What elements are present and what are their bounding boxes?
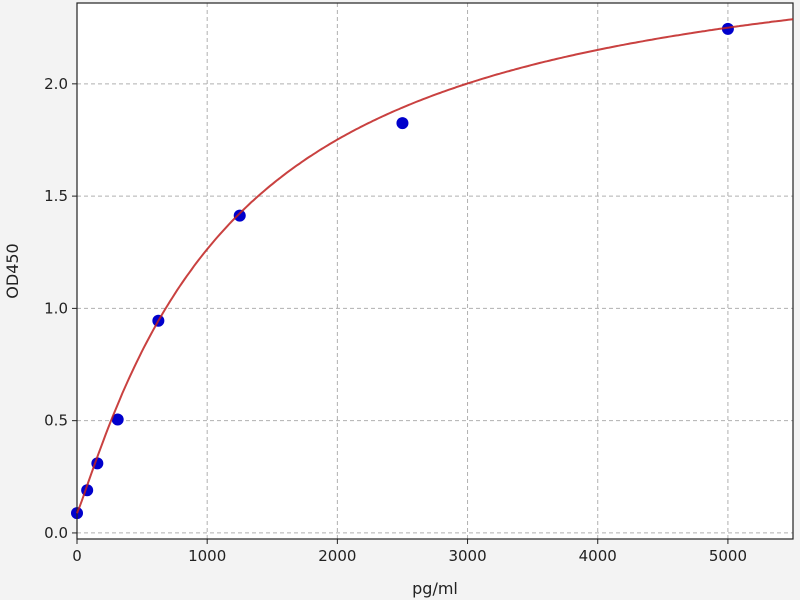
plot-area <box>77 3 793 539</box>
x-tick-label: 5000 <box>709 547 747 565</box>
x-tick-label: 4000 <box>579 547 617 565</box>
fit-curve-group <box>76 18 794 514</box>
x-tick-label: 1000 <box>188 547 226 565</box>
data-point <box>721 22 734 35</box>
data-point <box>111 413 124 426</box>
axes: 0 1000 2000 3000 4000 5000 0.0 0.5 1.0 1.5 2.0 <box>44 2 794 565</box>
y-tick-label: 0.5 <box>44 412 68 430</box>
x-tick-label: 0 <box>72 547 82 565</box>
y-tick-label: 1.5 <box>44 187 68 205</box>
y-axis-label: OD450 <box>3 243 22 298</box>
x-tick-label: 2000 <box>318 547 356 565</box>
data-point <box>233 209 246 222</box>
y-tick-label: 0.0 <box>44 524 68 542</box>
x-axis-label: pg/ml <box>412 579 458 598</box>
x-tick-label: 3000 <box>448 547 486 565</box>
data-point <box>396 117 409 130</box>
fit-curve <box>76 18 794 514</box>
plot-frame <box>76 2 794 540</box>
y-tick-label: 1.0 <box>44 299 68 317</box>
y-tick-label: 2.0 <box>44 75 68 93</box>
